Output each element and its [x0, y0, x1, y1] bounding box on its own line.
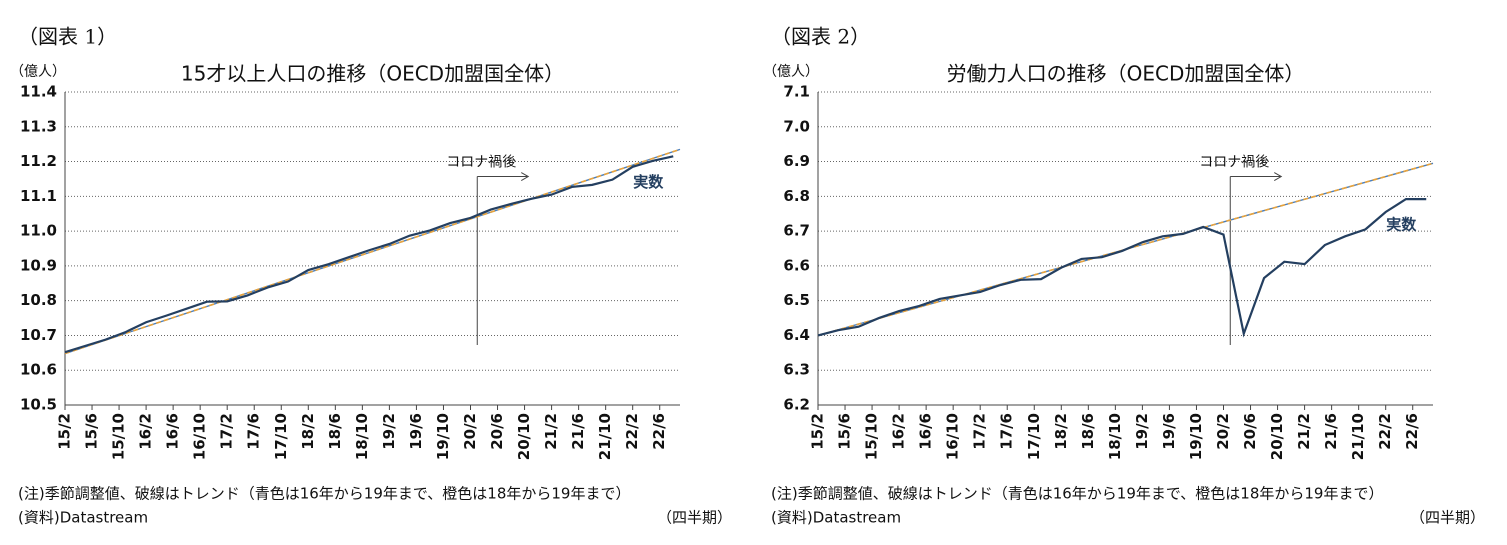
y-tick-label: 6.3: [783, 361, 810, 379]
x-tick-label: 17/10: [272, 413, 290, 460]
figure-label: （図表 2）: [771, 25, 870, 49]
x-tick-label: 16/6: [917, 413, 935, 450]
y-tick-label: 6.2: [783, 396, 810, 414]
x-tick-label: 15/6: [836, 413, 854, 450]
x-tick-label: 15/10: [110, 413, 128, 460]
y-tick-label: 11.2: [20, 152, 57, 170]
data-line: [64, 155, 674, 354]
x-tick-label: 22/6: [650, 413, 668, 450]
x-tick-label: 21/10: [1349, 413, 1367, 460]
x-tick-label: 18/2: [1052, 413, 1070, 450]
x-tick-label: 19/6: [1160, 413, 1178, 450]
x-tick-label: 16/2: [890, 413, 908, 450]
y-tick-label: 10.7: [20, 326, 57, 344]
x-tick-label: 17/2: [971, 413, 989, 450]
source: (資料)Datastream: [771, 509, 901, 527]
y-unit: （億人）: [763, 64, 819, 80]
x-tick-label: 20/6: [488, 413, 506, 450]
x-tick-label: 16/10: [191, 413, 209, 460]
x-tick-label: 21/10: [596, 413, 614, 460]
x-tick-label: 19/2: [1133, 413, 1151, 450]
annotation-text: コロナ禍後: [446, 155, 516, 171]
data-line: [817, 198, 1427, 338]
x-tick-label: 15/2: [809, 413, 827, 450]
figure-label: （図表 1）: [18, 25, 117, 49]
x-tick-label: 20/10: [1268, 413, 1286, 460]
y-tick-label: 6.9: [783, 152, 810, 170]
note: (注)季節調整値、破線はトレンド（青色は16年から19年まで、橙色は18年から1…: [18, 485, 630, 503]
y-tick-label: 11.1: [20, 187, 57, 205]
x-tick-label: 18/10: [1106, 413, 1124, 460]
x-tick-label: 21/6: [1322, 413, 1340, 450]
x-tick-label: 21/2: [1295, 413, 1313, 450]
series-label: 実数: [1386, 216, 1417, 234]
y-tick-label: 11.0: [20, 222, 57, 240]
y-tick-label: 10.8: [20, 291, 57, 309]
x-tick-label: 17/6: [998, 413, 1016, 450]
y-tick-label: 7.1: [783, 83, 810, 101]
y-tick-label: 11.4: [20, 83, 57, 101]
y-tick-label: 6.7: [783, 222, 810, 240]
chart-title: 労働力人口の推移（OECD加盟国全体）: [947, 62, 1305, 86]
y-tick-label: 6.6: [783, 256, 810, 274]
note: (注)季節調整値、破線はトレンド（青色は16年から19年まで、橙色は18年から1…: [771, 485, 1383, 503]
x-tick-label: 20/2: [1214, 413, 1232, 450]
x-tick-label: 18/10: [353, 413, 371, 460]
x-tick-label: 21/2: [542, 413, 560, 450]
series-label: 実数: [633, 173, 664, 191]
x-tick-label: 16/6: [164, 413, 182, 450]
x-tick-label: 20/6: [1241, 413, 1259, 450]
x-tick-label: 16/10: [944, 413, 962, 460]
x-tick-label: 21/6: [569, 413, 587, 450]
x-tick-label: 20/10: [515, 413, 533, 460]
y-tick-label: 11.3: [20, 117, 57, 135]
x-tick-label: 19/2: [380, 413, 398, 450]
x-tick-label: 19/10: [434, 413, 452, 460]
x-tick-label: 17/6: [245, 413, 263, 450]
x-tick-label: 18/2: [299, 413, 317, 450]
x-tick-label: 17/10: [1025, 413, 1043, 460]
y-tick-label: 10.9: [20, 256, 57, 274]
x-tick-label: 22/6: [1403, 413, 1421, 450]
x-tick-label: 16/2: [137, 413, 155, 450]
x-tick-label: 15/10: [863, 413, 881, 460]
x-tick-label: 19/6: [407, 413, 425, 450]
x-tick-label: 22/2: [623, 413, 641, 450]
y-tick-label: 10.5: [20, 396, 57, 414]
x-tick-label: 17/2: [218, 413, 236, 450]
y-tick-label: 6.5: [783, 291, 810, 309]
annotation-text: コロナ禍後: [1199, 155, 1269, 171]
x-tick-label: 18/6: [326, 413, 344, 450]
x-tick-label: 18/6: [1079, 413, 1097, 450]
y-unit: （億人）: [10, 64, 66, 80]
arrow-head: [1274, 172, 1283, 181]
y-tick-label: 7.0: [783, 117, 810, 135]
y-tick-label: 6.4: [783, 326, 810, 344]
x-unit: （四半期）: [657, 509, 732, 527]
arrow-head: [521, 172, 530, 181]
trend-line: [64, 148, 681, 355]
x-tick-label: 15/6: [83, 413, 101, 450]
trend-line: [817, 162, 1434, 337]
x-tick-label: 19/10: [1187, 413, 1205, 460]
y-tick-label: 10.6: [20, 361, 57, 379]
x-tick-label: 20/2: [461, 413, 479, 450]
source: (資料)Datastream: [18, 509, 148, 527]
x-tick-label: 15/2: [56, 413, 74, 450]
x-unit: （四半期）: [1410, 509, 1485, 527]
chart-title: 15才以上人口の推移（OECD加盟国全体）: [181, 62, 564, 86]
x-tick-label: 22/2: [1376, 413, 1394, 450]
y-tick-label: 6.8: [783, 187, 810, 205]
